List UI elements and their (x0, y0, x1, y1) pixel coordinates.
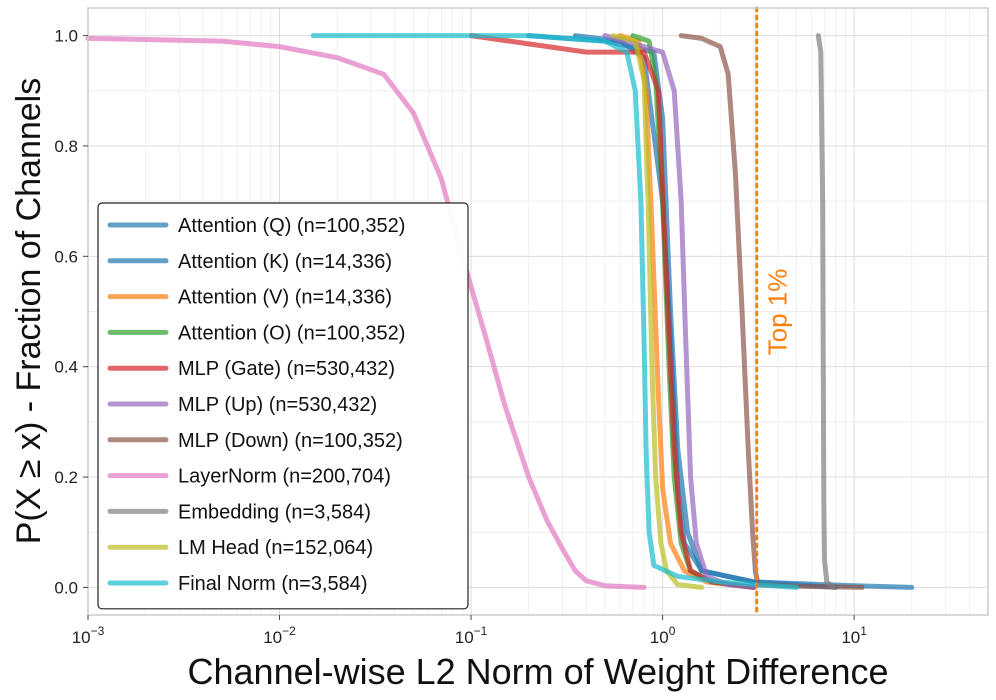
y-tick-label-5: 1.0 (54, 27, 78, 46)
legend: Attention (Q) (n=100,352) Attention (K) (… (97, 202, 469, 610)
series-line-4 (468, 33, 757, 590)
legend-label-3: Attention (O) (n=100,352) (178, 322, 405, 344)
legend-label-1: Attention (K) (n=14,336) (178, 251, 392, 273)
y-tick-label-3: 0.6 (54, 247, 78, 266)
series-line-8 (815, 33, 836, 590)
series-line-10 (310, 33, 799, 590)
legend-label-9: LM Head (n=152,064) (178, 537, 373, 559)
x-tick-label-3: 100 (650, 624, 676, 647)
y-tick-label-0: 0.0 (54, 578, 78, 597)
y-axis-label: P(X ≥ x) - Fraction of Channels (10, 78, 48, 545)
series-line-9 (610, 33, 705, 590)
x-tick-label-0: 10−3 (72, 624, 105, 647)
legend-label-10: Final Norm (n=3,584) (178, 573, 368, 595)
series-line-1 (526, 33, 839, 590)
legend-box (97, 202, 469, 610)
y-tick-label-1: 0.2 (54, 468, 78, 487)
x-tick-label-1: 10−2 (263, 624, 296, 647)
legend-label-7: LayerNorm (n=200,704) (178, 466, 391, 488)
top-1pct-label: Top 1% (763, 269, 793, 356)
plot-frame (87, 7, 989, 616)
y-tick-label-4: 0.8 (54, 137, 78, 156)
y-tick-label-2: 0.4 (54, 358, 78, 377)
legend-label-5: MLP (Up) (n=530,432) (178, 394, 377, 416)
x-axis-label: Channel-wise L2 Norm of Weight Differenc… (188, 651, 889, 692)
series-layer (85, 33, 915, 590)
legend-label-4: MLP (Gate) (n=530,432) (178, 358, 395, 380)
x-tick-label-2: 10−1 (455, 624, 488, 647)
y-axis-ticks: 0.0 0.2 0.4 0.6 0.8 1.0 (54, 27, 88, 597)
legend-label-6: MLP (Down) (n=100,352) (178, 430, 403, 452)
legend-label-0: Attention (Q) (n=100,352) (178, 215, 405, 237)
x-axis-ticks: 10−3 10−2 10−1 100 101 (72, 615, 867, 647)
x-tick-label-4: 101 (841, 624, 867, 647)
annotation-layer: Top 1% (755, 6, 793, 617)
series-line-7 (85, 35, 647, 590)
legend-label-8: Embedding (n=3,584) (178, 501, 371, 523)
legend-label-2: Attention (V) (n=14,336) (178, 287, 392, 309)
